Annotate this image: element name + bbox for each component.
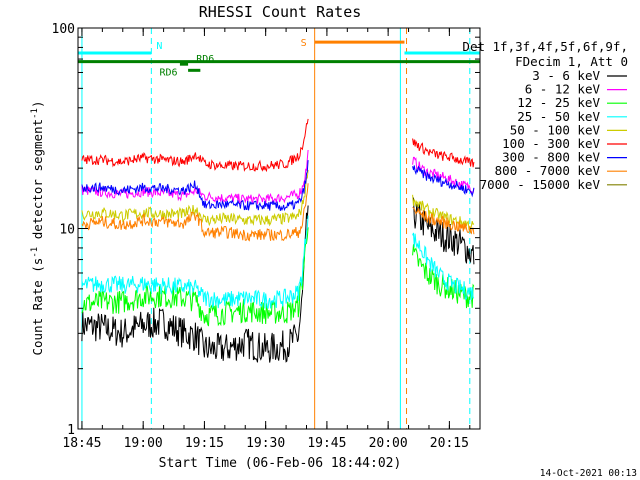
legend-entry-label: 7000 - 15000 keV [480,177,601,192]
legend-entry-label: 100 - 300 keV [502,136,600,151]
series-line [412,232,475,301]
series-line [81,118,309,173]
y-tick-label: 1 [67,423,75,438]
x-axis-label: Start Time (06-Feb-06 18:44:02) [159,456,402,471]
series-line [412,138,475,168]
series-line [81,205,309,363]
series-line [81,227,309,327]
series-line [81,169,309,227]
series-line [412,197,475,265]
rd6-label: RD6 [196,54,214,65]
legend-header-line-2: FDecim 1, Att 0 [515,54,628,69]
y-axis-label: Count Rate (s-1 detector segment-1) [30,101,45,356]
series-line [81,215,309,309]
legend-entry-label: 6 - 12 keV [525,82,601,97]
x-tick-label: 20:00 [369,436,408,451]
legend-entry-label: 50 - 100 keV [510,122,601,137]
x-tick-label: 19:30 [246,436,285,451]
rd6-label: RD6 [160,67,178,78]
series-line [81,149,309,205]
legend-entry-label: 3 - 6 keV [532,68,600,83]
series-line [412,165,475,198]
y-tick-label: 100 [52,22,75,37]
series-line [81,160,309,212]
footer-timestamp: 14-Oct-2021 00:13 [540,468,637,479]
x-tick-label: 20:15 [430,436,469,451]
x-tick-label: 19:15 [185,436,224,451]
plot-frame [77,27,481,430]
series-line [412,156,475,194]
annotation-layer: N S RD6 RD6 [78,28,480,429]
x-tick-label: 19:00 [124,436,163,451]
legend-header-line-1: Det 1f,3f,4f,5f,6f,9f, [462,39,628,54]
attenuator-label-s: S [301,38,307,49]
series-line [412,206,475,235]
chart-title: RHESSI Count Rates [199,3,362,21]
series-line [81,183,309,242]
x-tick-label: 18:45 [62,436,101,451]
axis-layer: 18:45 19:00 19:15 19:30 19:45 20:00 20:15 1 10 10… [52,22,480,451]
x-tick-label: 19:45 [307,436,346,451]
attenuator-label-n: N [156,41,162,52]
legend-entry-label: 300 - 800 keV [502,150,600,165]
legend-entry-label: 12 - 25 keV [517,95,600,110]
legend-entry-label: 25 - 50 keV [517,109,600,124]
legend: Det 1f,3f,4f,5f,6f,9f, FDecim 1, Att 0 3… [462,39,628,192]
legend-entry-label: 800 - 7000 keV [495,163,601,178]
series-layer [81,118,475,363]
y-tick-label: 10 [59,223,75,238]
